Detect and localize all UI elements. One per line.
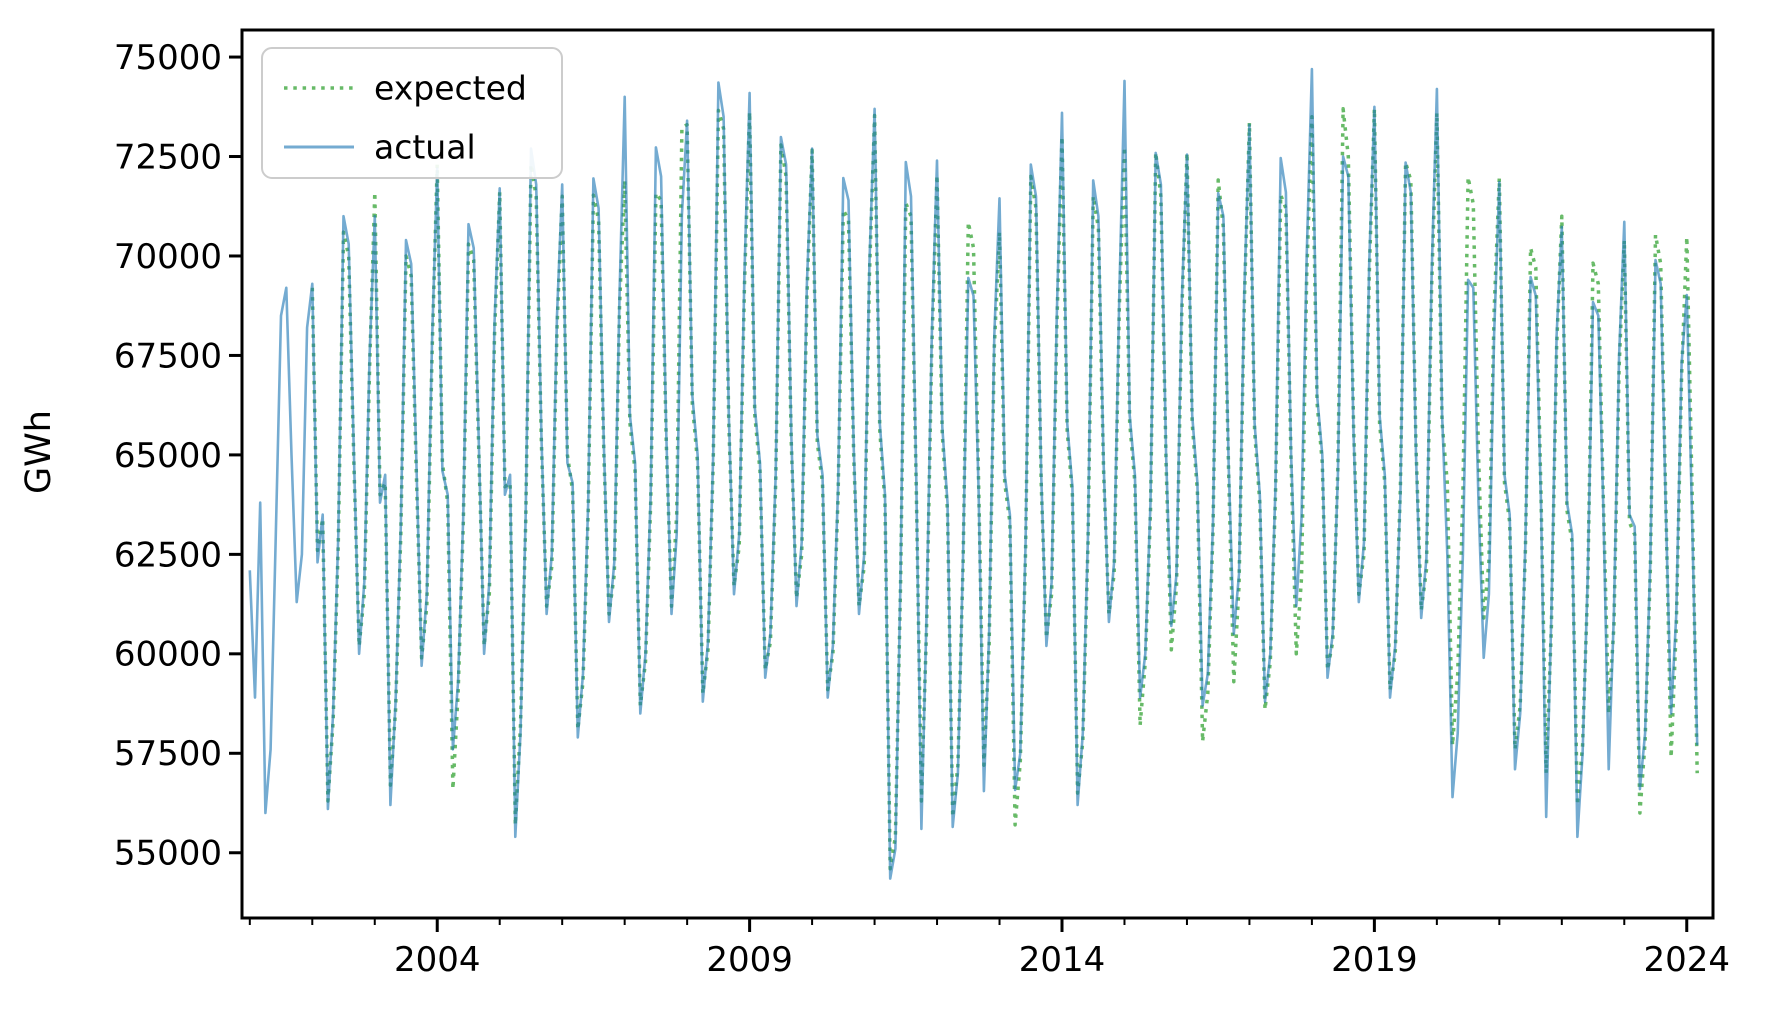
x-tick-label: 2014 (1019, 940, 1106, 980)
series-lines (248, 67, 1699, 880)
x-tick-labels: 2004 2009 2014 2019 2024 (394, 940, 1730, 980)
legend[interactable]: expected actual (261, 47, 563, 179)
y-tick-label: 60000 (114, 635, 222, 675)
y-tick-label: 67500 (114, 336, 222, 376)
legend-label-actual[interactable]: actual (374, 128, 476, 167)
legend-label-expected[interactable]: expected (374, 69, 527, 108)
x-tick-label: 2019 (1331, 940, 1418, 980)
actual-line (248, 67, 1699, 880)
y-tick-label: 55000 (114, 834, 222, 874)
y-tick-labels: 55000 57500 60000 62500 65000 67500 70000 72500… (114, 38, 222, 874)
y-axis-label: GWh (19, 410, 59, 494)
expected-line (310, 107, 1699, 871)
y-tick-label: 70000 (114, 237, 222, 277)
x-tick-label: 2009 (706, 940, 793, 980)
x-tick-label: 2024 (1643, 940, 1730, 980)
y-tick-label: 57500 (114, 734, 222, 774)
y-tick-label: 65000 (114, 436, 222, 476)
y-tick-label: 62500 (114, 535, 222, 575)
y-tick-label: 72500 (114, 137, 222, 177)
plot-frame (240, 28, 1715, 920)
x-tick-label: 2004 (394, 940, 481, 980)
y-tick-label: 75000 (114, 38, 222, 78)
